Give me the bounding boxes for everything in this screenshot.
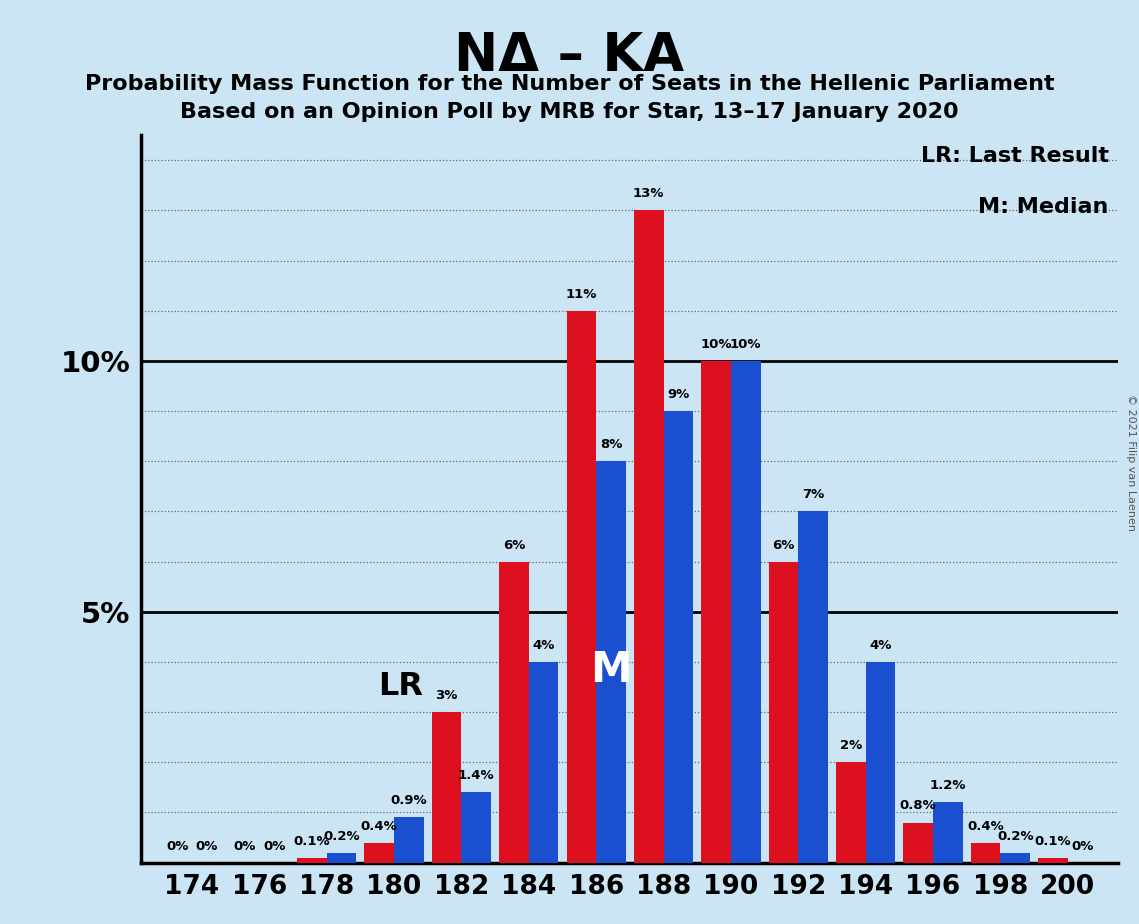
Bar <box>634 211 664 863</box>
Text: 0.1%: 0.1% <box>294 834 330 847</box>
Text: 1.2%: 1.2% <box>929 780 966 793</box>
Text: 10%: 10% <box>700 338 732 351</box>
Bar <box>461 793 491 863</box>
Bar <box>731 361 761 863</box>
Text: 0.2%: 0.2% <box>997 830 1033 843</box>
Text: 0%: 0% <box>233 840 255 853</box>
Bar <box>769 562 798 863</box>
Text: 10%: 10% <box>730 338 762 351</box>
Bar <box>528 662 558 863</box>
Bar <box>297 857 327 863</box>
Text: 8%: 8% <box>600 438 622 451</box>
Text: 13%: 13% <box>633 188 664 201</box>
Text: 6%: 6% <box>502 539 525 552</box>
Text: © 2021 Filip van Laenen: © 2021 Filip van Laenen <box>1125 394 1136 530</box>
Text: 7%: 7% <box>802 489 825 502</box>
Text: 4%: 4% <box>532 638 555 652</box>
Text: LR: LR <box>378 671 423 702</box>
Bar <box>394 818 424 863</box>
Bar <box>327 853 357 863</box>
Text: 2%: 2% <box>839 739 862 752</box>
Text: M: M <box>590 649 632 691</box>
Bar <box>499 562 528 863</box>
Text: 4%: 4% <box>869 638 892 652</box>
Text: 0.1%: 0.1% <box>1034 834 1072 847</box>
Text: 1.4%: 1.4% <box>458 770 494 783</box>
Bar <box>933 802 962 863</box>
Text: 0%: 0% <box>196 840 218 853</box>
Bar <box>702 361 731 863</box>
Text: 0%: 0% <box>166 840 188 853</box>
Text: Probability Mass Function for the Number of Seats in the Hellenic Parliament: Probability Mass Function for the Number… <box>84 74 1055 94</box>
Text: 0.9%: 0.9% <box>391 795 427 808</box>
Bar <box>664 411 694 863</box>
Bar <box>970 843 1000 863</box>
Text: 0.4%: 0.4% <box>361 820 398 833</box>
Text: LR: Last Result: LR: Last Result <box>920 146 1108 166</box>
Bar <box>596 461 625 863</box>
Text: 0.8%: 0.8% <box>900 799 936 812</box>
Text: Based on an Opinion Poll by MRB for Star, 13–17 January 2020: Based on an Opinion Poll by MRB for Star… <box>180 102 959 122</box>
Text: 11%: 11% <box>566 287 597 300</box>
Bar <box>364 843 394 863</box>
Text: NΔ – KA: NΔ – KA <box>454 30 685 81</box>
Bar <box>1000 853 1030 863</box>
Text: 0%: 0% <box>1072 840 1093 853</box>
Bar <box>566 310 596 863</box>
Bar <box>836 762 866 863</box>
Bar <box>432 712 461 863</box>
Text: 0.2%: 0.2% <box>323 830 360 843</box>
Text: M: Median: M: Median <box>978 197 1108 217</box>
Text: 3%: 3% <box>435 689 458 702</box>
Text: 0%: 0% <box>263 840 286 853</box>
Text: 6%: 6% <box>772 539 795 552</box>
Bar <box>1038 857 1067 863</box>
Text: 9%: 9% <box>667 388 689 401</box>
Bar <box>866 662 895 863</box>
Bar <box>903 822 933 863</box>
Bar <box>798 511 828 863</box>
Text: 0.4%: 0.4% <box>967 820 1003 833</box>
